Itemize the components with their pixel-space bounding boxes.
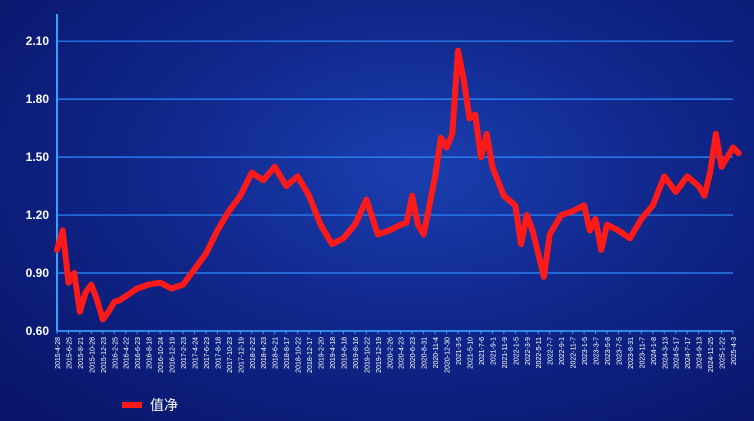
x-tick-label: 2017-12-19 [238,337,245,373]
x-tick-label: 2023-8-31 [628,337,635,369]
y-tick-label: 0.90 [26,266,50,280]
x-tick-label: 2019-8-16 [353,337,360,369]
x-tick-label: 2019-6-18 [341,337,348,369]
y-tick-label: 1.20 [26,208,50,222]
x-tick-label: 2018-8-17 [284,337,291,369]
series-layer [54,47,742,323]
x-tick-label: 2023-1-5 [582,337,589,365]
x-tick-label: 2016-10-24 [158,337,165,373]
x-tick-label: 2015-6-25 [66,337,73,369]
y-tick-label: 0.60 [26,324,50,338]
x-tick-label: 2016-2-25 [112,337,119,369]
series-line [54,47,742,323]
x-axis: 2015-4-28 2015-6-25 2015-8-21 2015-10-28 201… [55,330,738,373]
x-tick-label: 2020-6-23 [410,337,417,369]
x-tick-label: 2018-2-22 [250,337,257,369]
x-tick-label: 2023-7-5 [616,337,623,365]
x-tick-label: 2021-9-1 [490,337,497,365]
x-tick-label: 2015-12-23 [101,337,108,373]
x-tick-label: 2016-4-22 [124,337,131,369]
x-tick-label: 2021-7-6 [479,337,486,365]
x-tick-label: 2015-4-28 [55,337,62,369]
x-tick-label: 2018-12-17 [307,337,314,373]
x-tick-label: 2017-2-23 [181,337,188,369]
y-tick-label: 2.10 [26,34,50,48]
x-tick-label: 2017-6-23 [204,337,211,369]
x-tick-label: 2022-1-5 [513,337,520,365]
y-axis: 0.60 0.90 1.20 1.50 1.80 2.10 [26,14,58,338]
x-tick-label: 2023-5-8 [605,337,612,365]
x-tick-label: 2016-6-23 [135,337,142,369]
x-tick-label: 2023-3-7 [594,337,601,365]
x-tick-label: 2017-4-24 [192,337,199,369]
y-tick-label: 1.50 [26,150,50,164]
x-tick-label: 2021-5-10 [467,337,474,369]
x-tick-label: 2018-4-23 [261,337,268,369]
x-tick-label: 2022-11-7 [571,337,578,369]
x-tick-label: 2024-3-13 [662,337,669,369]
legend-label: 值净 [150,397,178,413]
x-tick-label: 2023-11-7 [639,337,646,369]
x-tick-label: 2020-8-31 [422,337,429,369]
x-tick-label: 2021-3-5 [456,337,463,365]
x-tick-label: 2017-8-18 [215,337,222,369]
x-tick-label: 2022-3-9 [525,337,532,365]
x-tick-label: 2025-4-3 [731,337,738,365]
x-tick-label: 2024-11-25 [708,337,715,372]
gridlines [57,40,733,332]
legend: 值净 [122,397,178,413]
x-tick-label: 2019-10-22 [364,337,371,373]
x-tick-label: 2022-7-7 [548,337,555,365]
x-tick-label: 2019-2-20 [319,337,326,369]
x-tick-label: 2015-10-28 [89,337,96,373]
y-tick-label: 1.80 [26,92,50,106]
x-tick-label: 2019-12-19 [376,337,383,373]
x-tick-label: 2020-2-26 [387,337,394,369]
x-tick-label: 2020-4-23 [399,337,406,369]
x-tick-label: 2016-8-18 [147,337,154,369]
x-tick-label: 2019-4-18 [330,337,337,369]
x-tick-label: 2016-12-19 [170,337,177,373]
x-tick-label: 2025-1-22 [720,337,727,369]
x-tick-label: 2022-9-1 [559,337,566,365]
x-tick-label: 2024-5-17 [674,337,681,369]
x-tick-label: 2024-1-8 [651,337,658,365]
x-tick-label: 2021-11-9 [502,337,509,369]
x-tick-label: 2020-11-4 [433,337,440,369]
x-tick-label: 2018-10-22 [296,337,303,373]
x-tick-label: 2017-10-23 [227,337,234,373]
x-tick-label: 2024-7-17 [685,337,692,369]
x-tick-label: 2024-9-13 [697,337,704,369]
x-tick-label: 2018-6-21 [273,337,280,369]
x-tick-label: 2020-12-30 [445,337,452,373]
x-tick-label: 2022-5-11 [536,337,543,369]
x-tick-label: 2015-8-21 [78,337,85,369]
